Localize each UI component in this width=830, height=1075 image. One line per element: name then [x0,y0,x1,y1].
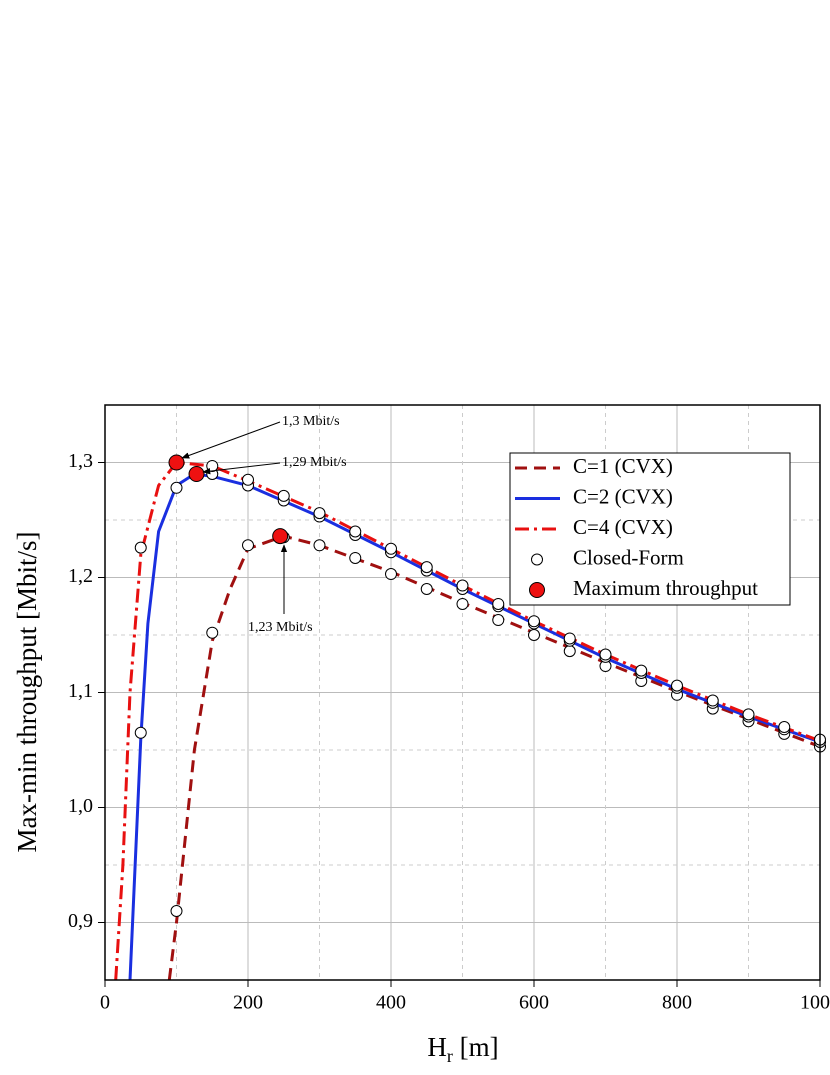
closed-form-marker [492,614,505,627]
x-title-unit: [m] [453,1032,499,1062]
y-tick-label: 1,0 [68,795,93,817]
closed-form-marker [635,664,648,677]
y-axis-title: Max-min throughput [Mbit/s] [12,532,42,853]
closed-form-marker [742,708,755,721]
closed-form-marker [420,561,433,574]
closed-form-marker [671,679,683,692]
closed-form-marker [313,507,326,520]
closed-form-marker [778,721,791,733]
closed-form-marker [385,542,397,555]
closed-form-marker [528,615,540,628]
closed-form-marker [134,541,147,554]
closed-form-marker [456,579,469,592]
closed-form-marker [385,568,397,581]
arrow [202,462,281,475]
closed-form-marker [277,489,290,502]
max-marker [188,466,205,482]
x-tick-label: 800 [662,992,692,1014]
closed-form-marker [456,597,469,610]
x-tick-label: 0 [100,992,110,1014]
annotation: 1,3 Mbit/s [282,414,340,429]
closed-form-marker [349,551,362,564]
x-axis-title: Hr [m] [427,1032,498,1066]
legend-label: C=4 (CVX) [573,515,673,539]
closed-form-marker [313,539,326,552]
x-tick-label: 1000 [800,992,830,1014]
y-tick-label: 1,1 [68,680,93,702]
legend-label: C=1 (CVX) [573,454,673,478]
closed-form-marker [599,648,612,661]
x-title-main: H [427,1032,447,1062]
closed-form-marker [242,539,254,552]
max-marker [168,454,185,471]
legend-marker [531,553,543,566]
legend-label: C=2 (CVX) [573,484,673,508]
closed-form-marker [528,629,540,641]
x-tick-label: 200 [233,992,263,1014]
closed-form-marker [563,645,576,658]
legend-label: Closed-Form [573,545,684,569]
closed-form-marker [349,525,362,538]
x-tick-label: 400 [376,992,406,1014]
x-tick-label: 600 [519,992,549,1014]
arrow [181,421,281,459]
frame [104,404,821,981]
closed-form-marker [134,726,147,739]
closed-form-marker [170,905,183,917]
closed-form-marker [420,583,433,595]
annotation: 1,23 Mbit/s [248,620,313,635]
annotation: 1,29 Mbit/s [282,455,347,470]
closed-form-marker [492,597,505,610]
legend-marker [529,582,545,598]
closed-form-marker [206,626,219,639]
y-tick-label: 0,9 [68,910,93,932]
legend: C=1 (CVX) C=2 (CVX) C=4 (CVX) Closed-Form Ma… [509,452,791,606]
legend-box [509,452,791,606]
y-tick-label: 1,2 [68,565,93,587]
closed-form-marker [563,632,576,645]
closed-form-marker [170,481,183,494]
legend-label: Maximum throughput [573,576,758,600]
y-tick-label: 1,3 [68,450,93,472]
max-marker [272,528,289,545]
closed-form-marker [706,694,719,707]
x-title-sub: r [447,1046,453,1066]
closed-form-marker [206,459,219,472]
closed-form-marker [242,473,254,486]
